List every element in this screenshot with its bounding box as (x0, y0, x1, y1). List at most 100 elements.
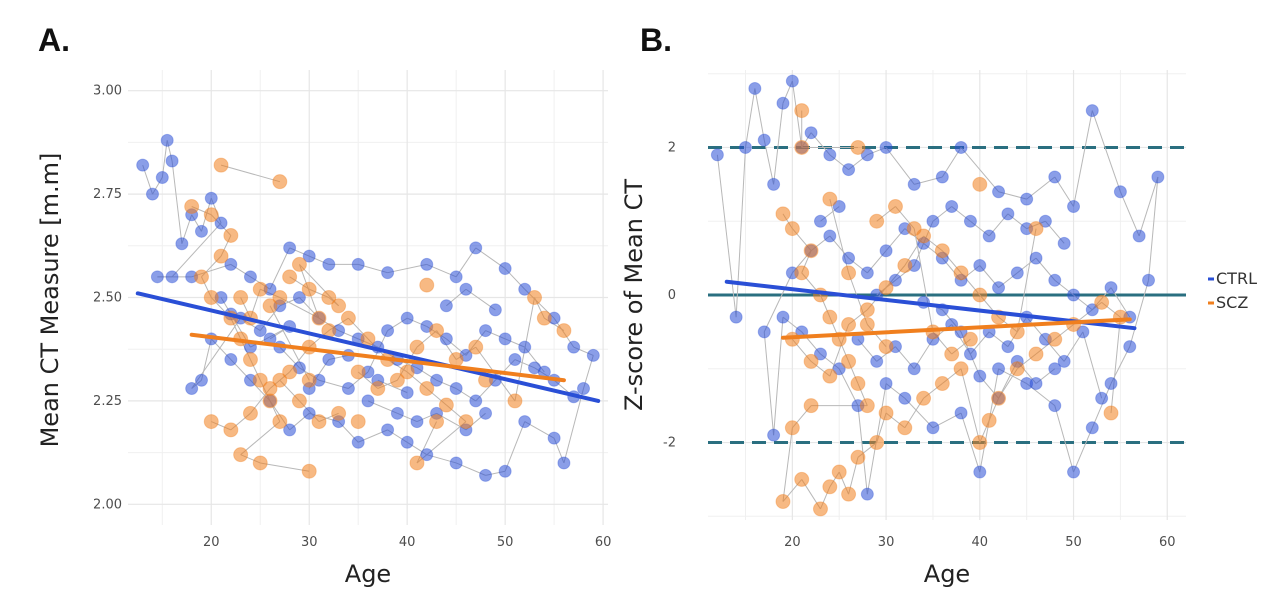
x-tick-label: 30 (878, 535, 895, 550)
data-point-ctrl (381, 423, 395, 437)
data-point-ctrl (459, 282, 473, 296)
y-tick-label: 2.00 (93, 497, 122, 512)
data-point-scz (468, 339, 484, 355)
data-point-ctrl (302, 249, 316, 263)
x-tick-label: 20 (203, 535, 220, 550)
data-point-ctrl (224, 257, 238, 271)
data-point-ctrl (832, 199, 846, 213)
data-point-ctrl (973, 369, 987, 383)
data-point-scz (972, 176, 988, 192)
connector-line (773, 103, 784, 185)
data-point-ctrl (842, 163, 856, 177)
data-point-ctrl (879, 377, 893, 391)
y-axis-title: Mean CT Measure [m.m] (36, 153, 64, 448)
data-point-scz (399, 364, 415, 380)
data-point-scz (389, 372, 405, 388)
data-point-scz (252, 281, 268, 297)
data-point-ctrl (1048, 273, 1062, 287)
data-point-ctrl (776, 310, 790, 324)
connector-line (857, 405, 868, 495)
data-point-scz (916, 228, 932, 244)
data-point-ctrl (420, 257, 434, 271)
x-tick-label: 50 (497, 535, 514, 550)
y-tick-label: 0 (668, 288, 676, 303)
data-point-ctrl (1085, 421, 1099, 435)
connector-line (782, 427, 793, 502)
data-point-scz (962, 331, 978, 347)
data-point-ctrl (823, 229, 837, 243)
data-point-ctrl (322, 353, 336, 367)
data-point-ctrl (1038, 214, 1052, 228)
data-point-scz (841, 353, 857, 369)
data-point-ctrl (710, 148, 724, 162)
data-point-ctrl (204, 191, 218, 205)
data-point-scz (850, 449, 866, 465)
data-point-ctrl (973, 258, 987, 272)
data-point-scz (311, 414, 327, 430)
connector-line (171, 222, 222, 278)
data-point-ctrl (767, 177, 781, 191)
data-point-scz (536, 310, 552, 326)
data-point-ctrl (963, 214, 977, 228)
data-point-ctrl (400, 435, 414, 449)
data-point-ctrl (439, 299, 453, 313)
data-point-ctrl (449, 270, 463, 284)
data-point-scz (350, 414, 366, 430)
data-point-ctrl (813, 214, 827, 228)
data-point-ctrl (860, 148, 874, 162)
data-point-scz (419, 277, 435, 293)
data-point-ctrl (586, 348, 600, 362)
data-point-ctrl (449, 456, 463, 470)
connector-line (240, 421, 281, 456)
data-point-scz (972, 435, 988, 451)
data-point-scz (859, 398, 875, 414)
chart-panel-b: 20 30 40 50 60 -2 0 2 Age Z-score of Mean CT (620, 70, 1186, 588)
series-scz (775, 103, 1128, 517)
data-point-ctrl (1067, 465, 1081, 479)
legend-label-ctrl: CTRL (1216, 269, 1257, 288)
data-point-scz (887, 198, 903, 214)
trend-line-scz (780, 317, 1132, 340)
data-point-scz (841, 317, 857, 333)
panel-label-a: A. (38, 22, 70, 58)
data-point-scz (242, 405, 258, 421)
data-point-ctrl (145, 187, 159, 201)
data-point-ctrl (479, 406, 493, 420)
data-point-scz (272, 290, 288, 305)
data-point-scz (203, 414, 219, 430)
data-point-scz (272, 414, 288, 430)
data-point-ctrl (430, 373, 444, 387)
data-point-ctrl (498, 464, 512, 478)
connector-line (904, 397, 934, 429)
data-point-ctrl (804, 126, 818, 140)
data-point-ctrl (390, 406, 404, 420)
trend-line-ctrl (724, 279, 1137, 331)
data-point-scz (1047, 331, 1063, 347)
data-point-scz (859, 317, 875, 333)
connector-line (1110, 317, 1121, 414)
data-point-ctrl (776, 96, 790, 110)
data-point-ctrl (557, 456, 571, 470)
data-point-ctrl (185, 382, 199, 395)
data-point-scz (252, 372, 268, 388)
data-point-ctrl (400, 386, 414, 400)
data-point-scz (272, 174, 288, 190)
trend-line-scz (189, 332, 566, 383)
data-point-ctrl (992, 185, 1006, 199)
data-point-ctrl (420, 448, 434, 462)
data-point-scz (301, 281, 317, 297)
data-point-ctrl (155, 171, 169, 185)
data-point-ctrl (757, 133, 771, 147)
data-point-scz (784, 420, 800, 436)
y-tick-label: 3.00 (93, 84, 122, 99)
data-point-scz (981, 412, 997, 428)
data-point-ctrl (1076, 325, 1090, 339)
connector-line (1129, 280, 1149, 347)
x-tick-label: 50 (1065, 535, 1082, 550)
connector-line (838, 368, 859, 406)
data-point-scz (291, 256, 307, 272)
data-point-scz (1028, 346, 1044, 362)
y-tick-label: 2.25 (93, 394, 122, 409)
data-point-scz (213, 248, 229, 264)
data-point-ctrl (982, 229, 996, 243)
